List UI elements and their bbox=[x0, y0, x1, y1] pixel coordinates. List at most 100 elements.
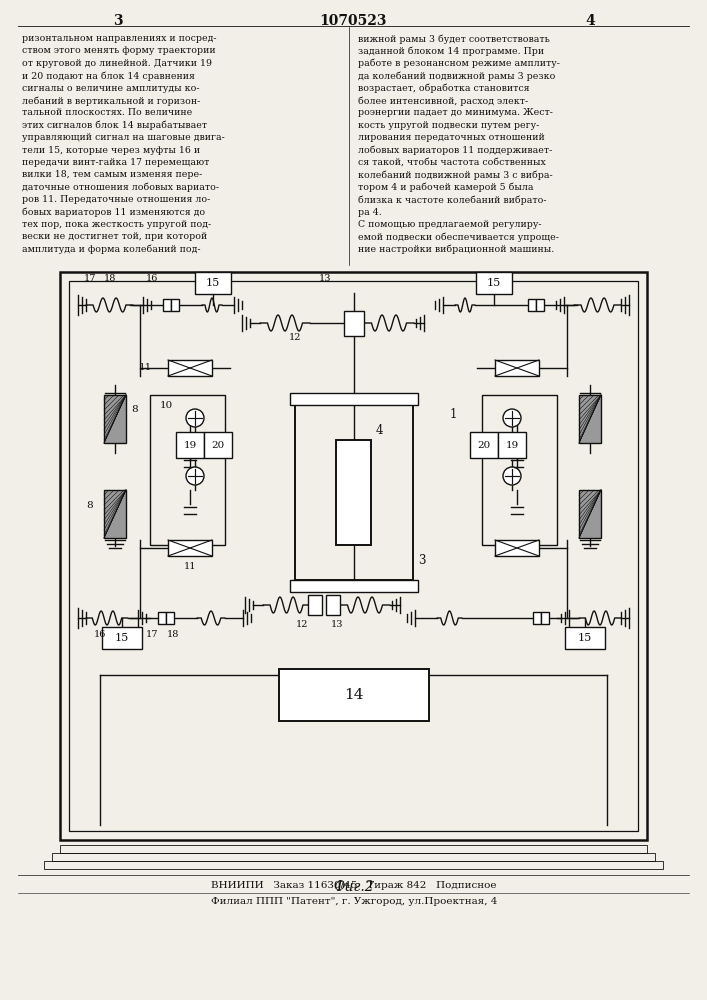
Bar bbox=[476, 272, 512, 294]
Bar bbox=[290, 580, 418, 592]
Bar bbox=[60, 272, 647, 840]
Text: и 20 подают на блок 14 сравнения: и 20 подают на блок 14 сравнения bbox=[22, 71, 195, 81]
Bar bbox=[495, 360, 539, 376]
Text: 18: 18 bbox=[104, 274, 116, 283]
Text: 13: 13 bbox=[331, 620, 344, 629]
Circle shape bbox=[503, 467, 521, 485]
Text: 20: 20 bbox=[211, 440, 225, 450]
Text: возрастает, обработка становится: возрастает, обработка становится bbox=[358, 84, 530, 93]
Bar bbox=[337, 440, 371, 544]
Text: 19: 19 bbox=[183, 440, 197, 450]
Bar bbox=[579, 395, 601, 443]
Bar bbox=[470, 432, 498, 458]
Bar bbox=[204, 432, 232, 458]
Text: работе в резонансном режиме амплиту-: работе в резонансном режиме амплиту- bbox=[358, 59, 560, 68]
Text: 16: 16 bbox=[146, 274, 158, 283]
Text: лирования передаточных отношений: лирования передаточных отношений bbox=[358, 133, 545, 142]
Bar bbox=[344, 310, 364, 336]
Text: 13: 13 bbox=[319, 274, 332, 283]
Text: 19: 19 bbox=[506, 440, 519, 450]
Bar bbox=[171, 299, 179, 311]
Text: 1070523: 1070523 bbox=[320, 14, 387, 28]
Bar bbox=[104, 395, 126, 443]
Circle shape bbox=[503, 409, 521, 427]
Bar bbox=[498, 432, 526, 458]
Text: сигналы о величине амплитуды ко-: сигналы о величине амплитуды ко- bbox=[22, 84, 199, 93]
Text: управляющий сигнал на шаговые двига-: управляющий сигнал на шаговые двига- bbox=[22, 133, 225, 142]
Text: 17: 17 bbox=[146, 630, 158, 639]
Text: 18: 18 bbox=[167, 630, 179, 639]
Bar bbox=[150, 395, 225, 545]
Text: кость упругой подвески путем регу-: кость упругой подвески путем регу- bbox=[358, 121, 539, 130]
Text: 4: 4 bbox=[376, 424, 383, 436]
Text: 16: 16 bbox=[94, 630, 106, 639]
Text: передачи винт-гайка 17 перемещают: передачи винт-гайка 17 перемещают bbox=[22, 158, 209, 167]
Text: вижной рамы 3 будет соответствовать: вижной рамы 3 будет соответствовать bbox=[358, 34, 550, 43]
Bar bbox=[168, 360, 212, 376]
Text: ра 4.: ра 4. bbox=[358, 208, 382, 217]
Bar bbox=[326, 595, 340, 615]
Text: 10: 10 bbox=[160, 401, 173, 410]
Text: от круговой до линейной. Датчики 19: от круговой до линейной. Датчики 19 bbox=[22, 59, 212, 68]
Text: колебаний подвижной рамы 3 с вибра-: колебаний подвижной рамы 3 с вибра- bbox=[358, 170, 553, 180]
Text: 11: 11 bbox=[139, 363, 152, 372]
Text: ВНИИПИ   Заказ 11630/45   Тираж 842   Подписное: ВНИИПИ Заказ 11630/45 Тираж 842 Подписно… bbox=[211, 881, 497, 890]
Text: амплитуда и форма колебаний под-: амплитуда и форма колебаний под- bbox=[22, 245, 201, 254]
Text: лебаний в вертикальной и горизон-: лебаний в вертикальной и горизон- bbox=[22, 96, 200, 105]
Bar bbox=[195, 272, 231, 294]
Text: 12: 12 bbox=[288, 333, 301, 342]
Text: ством этого менять форму траектории: ством этого менять форму траектории bbox=[22, 46, 216, 55]
Bar bbox=[308, 595, 322, 615]
Text: 15: 15 bbox=[487, 278, 501, 288]
Bar bbox=[168, 540, 212, 556]
Text: близка к частоте колебаний вибрато-: близка к частоте колебаний вибрато- bbox=[358, 195, 547, 205]
Bar bbox=[69, 281, 638, 831]
Text: емой подвески обеспечивается упроще-: емой подвески обеспечивается упроще- bbox=[358, 232, 559, 242]
Text: 1: 1 bbox=[450, 408, 457, 422]
Text: 15: 15 bbox=[578, 633, 592, 643]
Text: ров 11. Передаточные отношения ло-: ров 11. Передаточные отношения ло- bbox=[22, 195, 210, 204]
Bar bbox=[495, 540, 539, 556]
Text: этих сигналов блок 14 вырабатывает: этих сигналов блок 14 вырабатывает bbox=[22, 121, 207, 130]
Text: да колебаний подвижной рамы 3 резко: да колебаний подвижной рамы 3 резко bbox=[358, 71, 556, 81]
Text: тех пор, пока жесткость упругой под-: тех пор, пока жесткость упругой под- bbox=[22, 220, 211, 229]
Text: более интенсивной, расход элект-: более интенсивной, расход элект- bbox=[358, 96, 528, 105]
Text: тальной плоскостях. По величине: тальной плоскостях. По величине bbox=[22, 108, 192, 117]
Text: вилки 18, тем самым изменяя пере-: вилки 18, тем самым изменяя пере- bbox=[22, 170, 202, 179]
Text: Фиг.2: Фиг.2 bbox=[334, 880, 374, 894]
Bar bbox=[579, 490, 601, 538]
Text: 11: 11 bbox=[184, 562, 197, 571]
Bar bbox=[295, 405, 413, 580]
Circle shape bbox=[186, 409, 204, 427]
Text: тели 15, которые через муфты 16 и: тели 15, которые через муфты 16 и bbox=[22, 146, 200, 155]
Text: роэнергии падает до минимума. Жест-: роэнергии падает до минимума. Жест- bbox=[358, 108, 553, 117]
Bar bbox=[102, 627, 142, 649]
Text: ние настройки вибрационной машины.: ние настройки вибрационной машины. bbox=[358, 245, 554, 254]
Text: 15: 15 bbox=[115, 633, 129, 643]
Bar bbox=[60, 845, 647, 853]
Text: 3: 3 bbox=[418, 554, 426, 566]
Bar bbox=[52, 853, 655, 861]
Bar bbox=[279, 669, 429, 721]
Bar bbox=[163, 299, 171, 311]
Text: 15: 15 bbox=[206, 278, 220, 288]
Text: С помощью предлагаемой регулиру-: С помощью предлагаемой регулиру- bbox=[358, 220, 542, 229]
Text: вески не достигнет той, при которой: вески не достигнет той, при которой bbox=[22, 232, 207, 241]
Bar bbox=[176, 432, 204, 458]
Text: 12: 12 bbox=[296, 620, 308, 629]
Text: тором 4 и рабочей камерой 5 была: тором 4 и рабочей камерой 5 была bbox=[358, 183, 534, 192]
Bar bbox=[533, 612, 541, 624]
Text: 4: 4 bbox=[585, 14, 595, 28]
Bar bbox=[528, 299, 536, 311]
Text: лобовых вариаторов 11 поддерживает-: лобовых вариаторов 11 поддерживает- bbox=[358, 146, 552, 155]
Text: Филиал ППП "Патент", г. Ужгород, ул.Проектная, 4: Филиал ППП "Патент", г. Ужгород, ул.Прое… bbox=[211, 897, 497, 906]
Bar bbox=[541, 612, 549, 624]
Text: 14: 14 bbox=[344, 688, 363, 702]
Circle shape bbox=[186, 467, 204, 485]
Bar bbox=[166, 612, 174, 624]
Text: 8: 8 bbox=[131, 406, 138, 414]
Bar bbox=[44, 861, 663, 869]
Text: заданной блоком 14 программе. При: заданной блоком 14 программе. При bbox=[358, 46, 544, 56]
Bar bbox=[482, 395, 557, 545]
Text: 3: 3 bbox=[113, 14, 123, 28]
